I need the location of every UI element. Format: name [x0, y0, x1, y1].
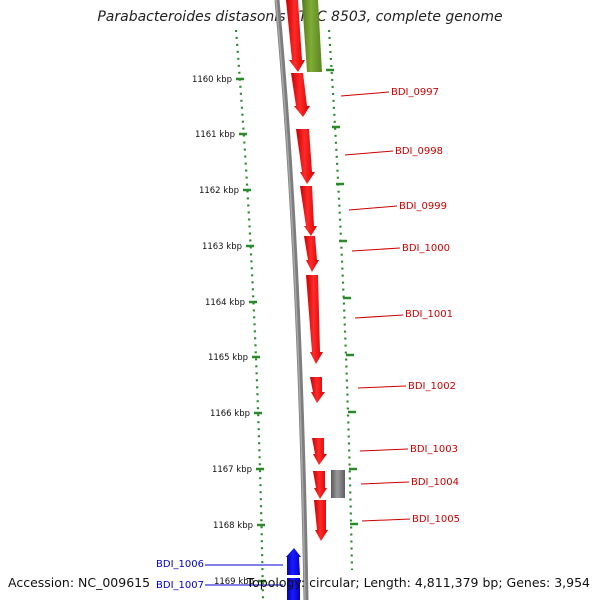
gene-leader-bdi-1001	[354, 314, 404, 319]
gene-feature-bdi-1003[interactable]	[312, 438, 327, 465]
ruler-minor-ticks	[326, 68, 358, 526]
genome-summary-text: Topology: circular; Length: 4,811,379 bp…	[246, 575, 590, 590]
gene-feature-gray[interactable]	[331, 470, 345, 498]
ruler-tick-label-5: 1165 kbp	[208, 353, 248, 363]
ruler-tick-label-2: 1162 kbp	[199, 186, 239, 196]
gene-label-bdi-0999[interactable]: BDI_0999	[399, 201, 447, 212]
accession-text: Accession: NC_009615	[8, 575, 151, 590]
ruler-tick-label-1: 1161 kbp	[195, 130, 235, 140]
ruler-ring-left	[234, 29, 265, 600]
gene-feature-bdi-0997[interactable]	[291, 73, 310, 117]
gene-feature-bdi-1005[interactable]	[314, 500, 328, 541]
gene-feature-bdi-1006[interactable]	[286, 548, 301, 575]
gene-leader-bdi-0997	[340, 91, 390, 97]
map-title: Parabacteroides distasonis ATCC 8503, co…	[97, 9, 503, 25]
ruler-tick-label-9: 1169 kbp	[214, 577, 254, 587]
gene-feature-bdi-1000[interactable]	[304, 236, 319, 272]
ruler-tick-label-6: 1166 kbp	[210, 409, 250, 419]
ruler-tick-label-3: 1163 kbp	[202, 242, 242, 252]
gene-leader-bdi-1003	[359, 448, 409, 452]
gene-label-bdi-0997[interactable]: BDI_0997	[391, 87, 439, 98]
genome-backbone-highlight	[275, 0, 306, 600]
gene-track	[286, 0, 345, 600]
gene-label-bdi-1001[interactable]: BDI_1001	[405, 309, 453, 320]
gene-label-bdi-1000[interactable]: BDI_1000	[402, 243, 450, 254]
ruler-tick-label-0: 1160 kbp	[192, 75, 232, 85]
gene-feature-top-partial[interactable]	[286, 0, 305, 72]
gene-leader-bdi-0998	[344, 150, 394, 156]
genome-backbone	[274, 0, 309, 600]
gene-labels: BDI_0997 BDI_0998 BDI_0999 BDI_1000 BDI_1001…	[156, 87, 460, 591]
gene-label-bdi-0998[interactable]: BDI_0998	[395, 146, 443, 157]
gene-feature-olive[interactable]	[302, 0, 322, 72]
gene-label-bdi-1004[interactable]: BDI_1004	[411, 477, 459, 488]
gene-label-bdi-1007[interactable]: BDI_1007	[156, 580, 204, 591]
ruler-ticks: 1160 kbp 1161 kbp 1162 kbp 1163 kbp 1164 kbp…	[192, 75, 266, 587]
ruler-tick-label-7: 1167 kbp	[212, 465, 252, 475]
gene-feature-bdi-1007[interactable]	[287, 578, 300, 600]
gene-label-bdi-1003[interactable]: BDI_1003	[410, 444, 458, 455]
gene-leader-bdi-1000	[351, 247, 401, 252]
gene-feature-bdi-1004[interactable]	[313, 471, 327, 499]
gene-label-bdi-1002[interactable]: BDI_1002	[408, 381, 456, 392]
gene-feature-bdi-0998[interactable]	[296, 129, 315, 184]
gene-feature-bdi-1002[interactable]	[310, 377, 325, 403]
gene-feature-bdi-0999[interactable]	[300, 186, 317, 236]
gene-label-bdi-1006[interactable]: BDI_1006	[156, 559, 204, 570]
gene-leader-bdi-1002	[357, 385, 407, 389]
gene-feature-bdi-1001[interactable]	[306, 275, 323, 364]
gene-label-bdi-1005[interactable]: BDI_1005	[412, 514, 460, 525]
gene-leader-bdi-1004	[360, 481, 410, 485]
gene-leader-bdi-0999	[348, 205, 398, 211]
gene-leader-bdi-1005	[361, 518, 411, 522]
ruler-tick-label-4: 1164 kbp	[205, 298, 245, 308]
ruler-tick-label-8: 1168 kbp	[213, 521, 253, 531]
